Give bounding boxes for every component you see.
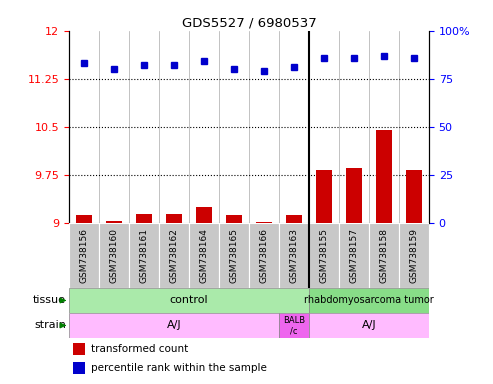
Bar <box>226 215 242 223</box>
Bar <box>72 362 85 374</box>
Text: A/J: A/J <box>167 320 181 331</box>
Text: GSM738161: GSM738161 <box>140 228 148 283</box>
Bar <box>399 223 429 288</box>
Title: GDS5527 / 6980537: GDS5527 / 6980537 <box>181 17 317 30</box>
Bar <box>76 215 92 223</box>
Bar <box>166 214 182 223</box>
Text: GSM738162: GSM738162 <box>170 228 178 283</box>
Bar <box>136 214 152 223</box>
Bar <box>69 313 279 338</box>
Text: BALB
/c: BALB /c <box>283 316 305 335</box>
Bar <box>256 222 272 223</box>
Text: strain: strain <box>34 320 66 331</box>
Text: GSM738156: GSM738156 <box>79 228 89 283</box>
Text: rhabdomyosarcoma tumor: rhabdomyosarcoma tumor <box>304 295 434 306</box>
Text: GSM738166: GSM738166 <box>259 228 269 283</box>
Text: percentile rank within the sample: percentile rank within the sample <box>91 363 267 373</box>
Bar <box>69 288 309 313</box>
Bar <box>309 288 429 313</box>
Bar <box>339 223 369 288</box>
Text: GSM738159: GSM738159 <box>409 228 419 283</box>
Text: tissue: tissue <box>33 295 66 306</box>
Bar <box>69 223 99 288</box>
Text: control: control <box>170 295 209 306</box>
Bar <box>219 223 249 288</box>
Bar <box>406 170 422 223</box>
Bar <box>376 130 392 223</box>
Bar <box>309 313 429 338</box>
Bar <box>106 222 122 223</box>
Text: GSM738163: GSM738163 <box>289 228 298 283</box>
Bar <box>189 223 219 288</box>
Text: GSM738158: GSM738158 <box>380 228 388 283</box>
Bar <box>72 343 85 355</box>
Bar <box>346 168 362 223</box>
Text: GSM738157: GSM738157 <box>350 228 358 283</box>
Text: A/J: A/J <box>362 320 376 331</box>
Bar <box>99 223 129 288</box>
Bar <box>159 223 189 288</box>
Bar <box>279 313 309 338</box>
Bar <box>129 223 159 288</box>
Text: transformed count: transformed count <box>91 344 188 354</box>
Text: GSM738164: GSM738164 <box>200 228 209 283</box>
Text: GSM738160: GSM738160 <box>109 228 118 283</box>
Bar <box>316 170 332 223</box>
Bar <box>286 215 302 223</box>
Bar <box>279 223 309 288</box>
Bar <box>309 223 339 288</box>
Text: GSM738155: GSM738155 <box>319 228 328 283</box>
Bar <box>196 207 212 223</box>
Bar <box>369 223 399 288</box>
Bar <box>249 223 279 288</box>
Text: GSM738165: GSM738165 <box>229 228 239 283</box>
